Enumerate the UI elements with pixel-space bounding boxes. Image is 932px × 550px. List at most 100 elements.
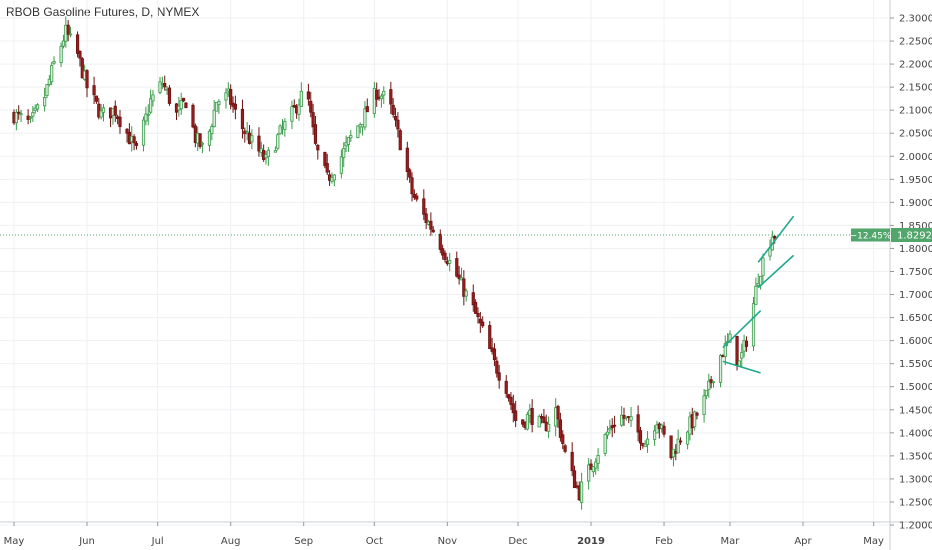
y-tick-label: 1.2000 <box>899 521 932 532</box>
y-tick-label: 1.3000 <box>899 474 932 485</box>
candle-body <box>283 121 287 130</box>
candle-body <box>339 156 343 174</box>
candle-body <box>78 50 82 59</box>
candle-body <box>509 396 513 405</box>
candle-body <box>476 313 480 317</box>
candle-body <box>132 136 136 144</box>
candle-body <box>580 481 584 503</box>
x-tick-label: Feb <box>655 536 673 547</box>
y-tick-label: 1.7500 <box>899 267 932 278</box>
x-tick-label: Jul <box>151 536 164 547</box>
y-tick-label: 2.2000 <box>899 60 932 71</box>
candle-body <box>299 90 303 107</box>
candle-body <box>207 130 212 146</box>
candle-body <box>198 133 202 147</box>
candle-body <box>43 97 47 107</box>
candle-body <box>233 103 237 110</box>
candle-body <box>35 104 40 110</box>
candle-body <box>511 403 515 414</box>
candle-body <box>608 427 612 431</box>
candle-body <box>229 89 233 105</box>
candle-body <box>94 95 99 102</box>
trendline <box>757 254 795 289</box>
candle-body <box>464 290 468 297</box>
candle-body <box>210 126 214 134</box>
candle-body <box>514 410 518 421</box>
candle-body <box>537 415 541 428</box>
candle-body <box>396 119 400 130</box>
candle-body <box>273 150 278 153</box>
candle-body <box>605 431 610 436</box>
candle-body <box>629 416 633 421</box>
candle-body <box>398 130 402 151</box>
y-tick-label: 1.6000 <box>899 336 932 347</box>
candle-body <box>556 406 560 420</box>
candle-body <box>695 412 699 416</box>
candle-body <box>278 125 282 135</box>
x-tick-label: Aug <box>221 536 241 547</box>
candle-body <box>740 352 744 359</box>
candle-body <box>75 34 80 54</box>
x-tick-label: Sep <box>294 536 313 547</box>
candle-body <box>200 142 205 145</box>
candle-body <box>52 61 56 64</box>
candle-body <box>158 81 162 93</box>
y-tick-label: 2.3000 <box>899 14 932 25</box>
candle-body <box>276 134 280 149</box>
trendline <box>722 360 761 374</box>
candle-body <box>391 104 395 115</box>
candle-body <box>563 445 567 452</box>
change-badge <box>851 228 890 242</box>
candle-body <box>723 343 727 357</box>
candle-body <box>141 119 146 146</box>
candle-body <box>306 91 310 100</box>
y-tick-label: 1.8000 <box>899 244 932 255</box>
candle-body <box>643 443 647 448</box>
candle-body <box>311 112 315 128</box>
y-tick-label: 1.9500 <box>899 175 932 186</box>
candle-body <box>457 274 461 280</box>
candle-body <box>506 394 511 399</box>
candle-body <box>693 411 697 428</box>
trendline <box>757 215 795 263</box>
candle-body <box>488 325 492 350</box>
candle-body <box>28 116 33 119</box>
candle-body <box>179 100 183 110</box>
chart-title: RBOB Gasoline Futures, D, NYMEX <box>6 5 200 19</box>
candle-body <box>754 285 758 305</box>
candle-body <box>257 135 261 152</box>
candle-body <box>363 108 367 128</box>
candle-body <box>375 89 379 100</box>
last-price-label: 1.8292 <box>897 230 932 241</box>
y-tick-label: 1.9000 <box>899 198 932 209</box>
candle-body <box>146 113 150 116</box>
candle-body <box>356 125 360 138</box>
y-tick-label: 1.6500 <box>899 313 932 324</box>
candle-body <box>471 292 475 306</box>
candle-body <box>125 128 129 134</box>
candle-body <box>309 100 313 113</box>
y-tick-label: 2.0500 <box>899 129 932 140</box>
candle-body <box>744 340 749 347</box>
candle-body <box>610 425 614 429</box>
candle-body <box>431 229 435 233</box>
y-tick-label: 1.4500 <box>899 405 932 416</box>
candle-body <box>181 97 186 102</box>
change-badge-label: −12.45% <box>850 231 892 241</box>
candle-body <box>441 248 445 256</box>
candle-body <box>462 278 466 297</box>
candle-body <box>389 89 393 105</box>
candle-body <box>704 389 709 397</box>
candle-body <box>415 195 419 200</box>
candle-body <box>61 40 66 47</box>
candle-body <box>594 461 598 469</box>
y-tick-label: 2.1000 <box>899 106 932 117</box>
candle-body <box>316 144 320 151</box>
candle-body <box>372 87 376 114</box>
candle-body <box>250 135 254 143</box>
candle-body <box>149 98 153 113</box>
candle-body <box>761 257 765 277</box>
candle-body <box>448 260 452 264</box>
candle-body <box>118 116 122 128</box>
